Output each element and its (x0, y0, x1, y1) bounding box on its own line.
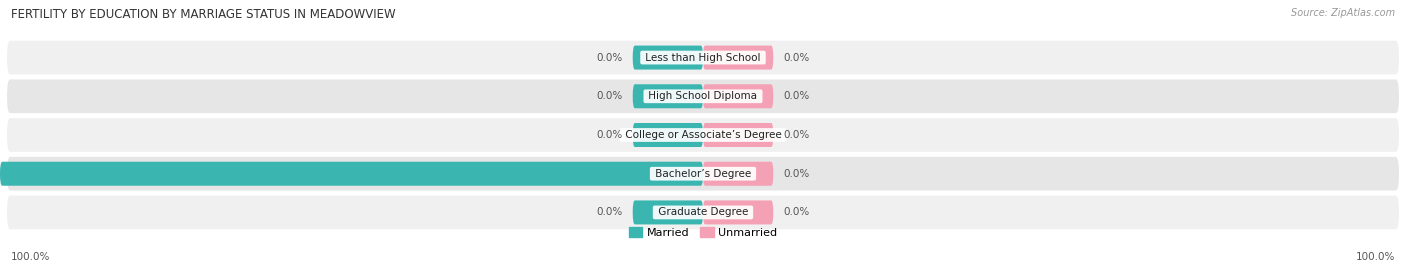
Text: College or Associate’s Degree: College or Associate’s Degree (621, 130, 785, 140)
FancyBboxPatch shape (703, 46, 773, 70)
FancyBboxPatch shape (7, 118, 1399, 152)
Text: 0.0%: 0.0% (785, 130, 810, 140)
FancyBboxPatch shape (633, 200, 703, 224)
FancyBboxPatch shape (703, 162, 773, 186)
Text: 0.0%: 0.0% (785, 169, 810, 179)
Text: 0.0%: 0.0% (785, 207, 810, 217)
Text: Graduate Degree: Graduate Degree (655, 207, 751, 217)
Text: 100.0%: 100.0% (11, 252, 51, 262)
Text: 0.0%: 0.0% (785, 53, 810, 63)
Legend: Married, Unmarried: Married, Unmarried (624, 223, 782, 242)
Text: Less than High School: Less than High School (643, 53, 763, 63)
FancyBboxPatch shape (633, 123, 703, 147)
Text: 0.0%: 0.0% (596, 53, 621, 63)
FancyBboxPatch shape (703, 200, 773, 224)
FancyBboxPatch shape (633, 46, 703, 70)
FancyBboxPatch shape (7, 41, 1399, 75)
Text: 0.0%: 0.0% (596, 91, 621, 101)
FancyBboxPatch shape (0, 162, 703, 186)
Text: 100.0%: 100.0% (1355, 252, 1395, 262)
Text: 0.0%: 0.0% (596, 207, 621, 217)
Text: 0.0%: 0.0% (785, 91, 810, 101)
FancyBboxPatch shape (7, 79, 1399, 113)
Text: High School Diploma: High School Diploma (645, 91, 761, 101)
FancyBboxPatch shape (703, 123, 773, 147)
Text: Source: ZipAtlas.com: Source: ZipAtlas.com (1291, 8, 1395, 18)
FancyBboxPatch shape (633, 84, 703, 108)
Text: FERTILITY BY EDUCATION BY MARRIAGE STATUS IN MEADOWVIEW: FERTILITY BY EDUCATION BY MARRIAGE STATU… (11, 8, 396, 21)
Text: Bachelor’s Degree: Bachelor’s Degree (652, 169, 754, 179)
FancyBboxPatch shape (703, 84, 773, 108)
FancyBboxPatch shape (7, 195, 1399, 229)
Text: 0.0%: 0.0% (596, 130, 621, 140)
FancyBboxPatch shape (7, 157, 1399, 191)
